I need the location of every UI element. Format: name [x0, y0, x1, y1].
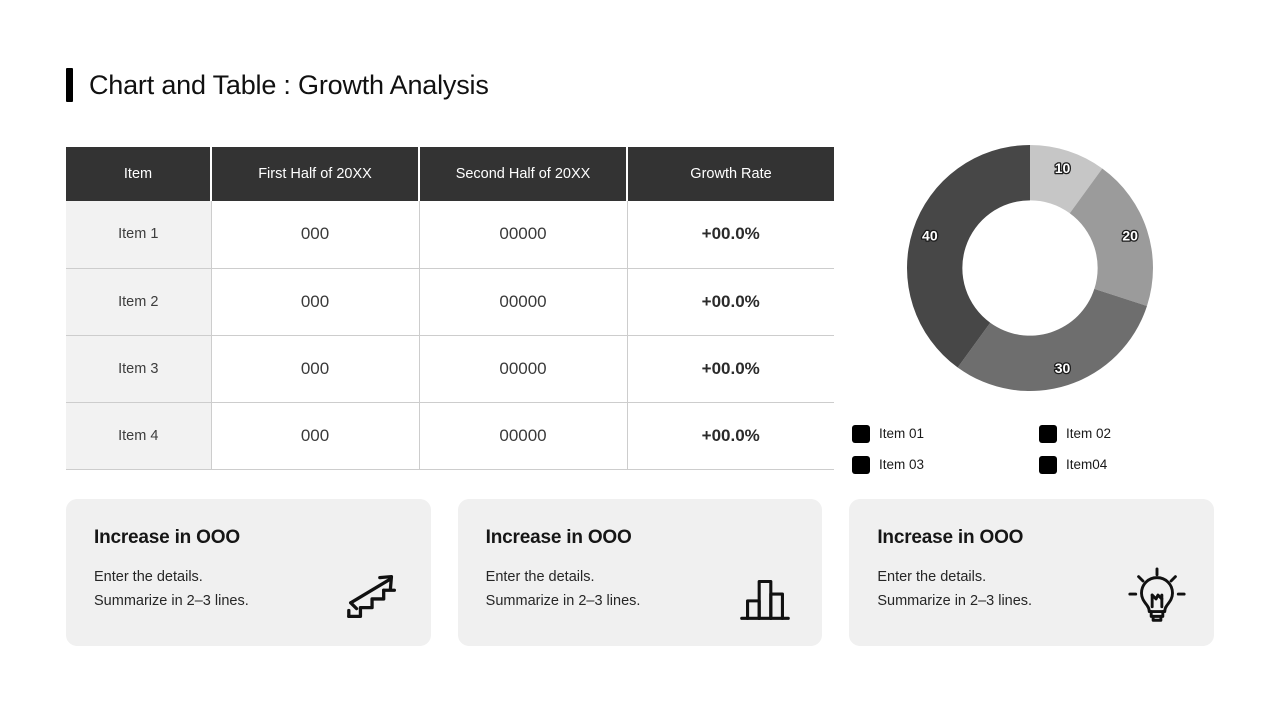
- title-accent-bar: [66, 68, 73, 102]
- card-title: Increase in OOO: [877, 527, 1024, 548]
- lightbulb-icon: [1126, 566, 1188, 628]
- highlight-card-3[interactable]: Increase in OOO Enter the details. Summa…: [849, 499, 1215, 646]
- donut-chart-svg: 10 20 30 40: [907, 145, 1153, 391]
- highlight-cards: Increase in OOO Enter the details. Summa…: [66, 499, 1215, 646]
- card-title: Increase in OOO: [485, 527, 632, 548]
- cell-first-half: 000: [210, 267, 420, 336]
- legend-item-3[interactable]: Item 03: [852, 455, 1039, 474]
- stairs-arrow-up-icon: [343, 566, 405, 628]
- donut-slice[interactable]: [907, 145, 1030, 368]
- column-header-first-half: First Half of 20XX: [211, 147, 420, 201]
- highlight-card-1[interactable]: Increase in OOO Enter the details. Summa…: [66, 499, 431, 646]
- donut-slice-label: 20: [1122, 227, 1138, 243]
- growth-table-container: Item First Half of 20XX Second Half of 2…: [66, 147, 834, 470]
- cell-first-half: 000: [210, 334, 420, 403]
- legend-label: Item04: [1066, 457, 1108, 472]
- legend-swatch-icon: [852, 455, 870, 474]
- donut-slice[interactable]: [1030, 145, 1103, 214]
- legend-item-1[interactable]: Item 01: [852, 424, 1039, 443]
- cell-second-half: 00000: [418, 334, 628, 403]
- cell-growth-rate: +00.0%: [626, 201, 834, 269]
- cell-growth-rate: +00.0%: [626, 334, 834, 403]
- chart-legend: Item 01 Item 02 Item 03 Item04: [852, 418, 1152, 480]
- card-body-line-2: Summarize in 2–3 lines.: [94, 592, 249, 609]
- donut-slice-label: 30: [1055, 360, 1071, 376]
- legend-item-4[interactable]: Item04: [1039, 455, 1152, 474]
- table-body: Item 1 000 00000 +00.0% Item 2 000 00000…: [66, 201, 834, 470]
- legend-swatch-icon: [852, 424, 870, 443]
- cell-second-half: 00000: [418, 201, 628, 269]
- table-row: Item 4 000 00000 +00.0%: [66, 401, 834, 470]
- legend-swatch-icon: [1039, 455, 1057, 474]
- cell-first-half: 000: [210, 201, 420, 269]
- card-body-line-1: Enter the details.: [877, 569, 987, 585]
- donut-value-labels: 10 20 30 40: [921, 159, 1140, 378]
- legend-label: Item 01: [879, 426, 925, 441]
- table-row: Item 2 000 00000 +00.0%: [66, 267, 834, 336]
- column-header-growth-rate: Growth Rate: [627, 147, 834, 201]
- cell-second-half: 00000: [418, 267, 628, 336]
- card-body-line-1: Enter the details.: [485, 569, 595, 585]
- column-header-item: Item: [66, 147, 212, 201]
- donut-slice[interactable]: [957, 288, 1147, 391]
- growth-table: Item First Half of 20XX Second Half of 2…: [66, 147, 834, 470]
- cell-item: Item 3: [66, 334, 212, 403]
- cell-item: Item 1: [66, 201, 212, 269]
- donut-slice-label: 40: [922, 227, 938, 243]
- card-body-line-2: Summarize in 2–3 lines.: [485, 592, 641, 609]
- highlight-card-2[interactable]: Increase in OOO Enter the details. Summa…: [457, 499, 823, 646]
- card-body-line-2: Summarize in 2–3 lines.: [877, 592, 1033, 609]
- legend-label: Item 02: [1066, 426, 1112, 441]
- legend-label: Item 03: [879, 457, 925, 472]
- legend-swatch-icon: [1039, 424, 1057, 443]
- cell-first-half: 000: [210, 401, 420, 470]
- bar-chart-icon: [734, 566, 796, 628]
- card-body-line-1: Enter the details.: [94, 569, 203, 585]
- cell-item: Item 2: [66, 267, 212, 336]
- cell-item: Item 4: [66, 401, 212, 470]
- table-header-row: Item First Half of 20XX Second Half of 2…: [66, 147, 834, 201]
- column-header-second-half: Second Half of 20XX: [419, 147, 628, 201]
- table-row: Item 3 000 00000 +00.0%: [66, 334, 834, 403]
- card-title: Increase in OOO: [94, 527, 240, 548]
- cell-second-half: 00000: [418, 401, 628, 470]
- donut-chart: 10 20 30 40: [845, 138, 1155, 408]
- slide-header: Chart and Table : Growth Analysis: [66, 68, 489, 102]
- donut-slice[interactable]: [1069, 168, 1153, 307]
- donut-slices: [907, 145, 1153, 391]
- page-title: Chart and Table : Growth Analysis: [89, 69, 489, 100]
- table-row: Item 1 000 00000 +00.0%: [66, 201, 834, 269]
- cell-growth-rate: +00.0%: [626, 267, 834, 336]
- donut-slice-label: 10: [1055, 160, 1071, 176]
- cell-growth-rate: +00.0%: [626, 401, 834, 470]
- legend-item-2[interactable]: Item 02: [1039, 424, 1152, 443]
